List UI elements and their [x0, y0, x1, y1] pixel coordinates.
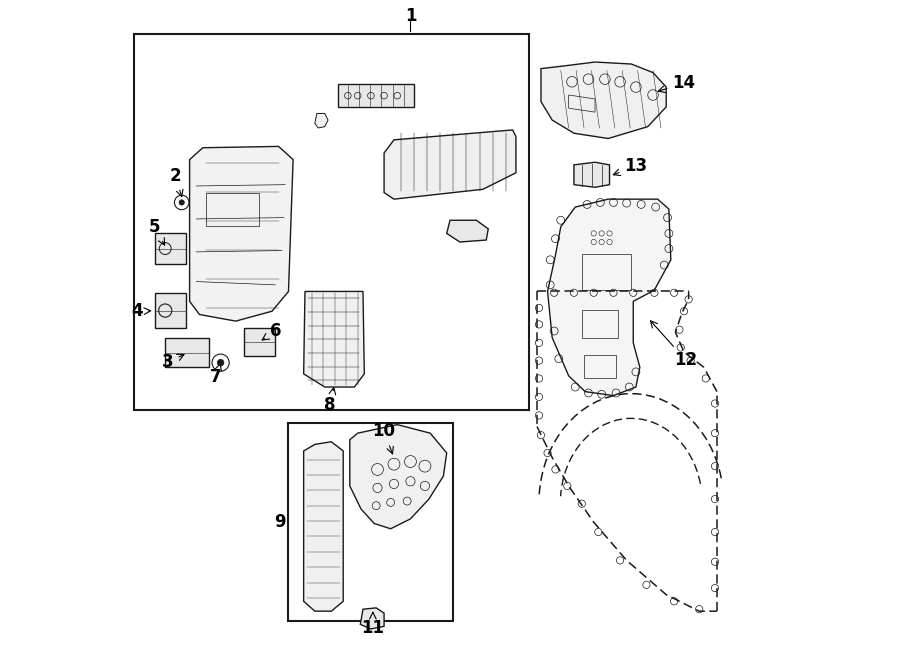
Polygon shape [166, 338, 210, 367]
Bar [133, 34, 529, 410]
Text: 7: 7 [211, 363, 221, 387]
Text: 2: 2 [169, 167, 183, 197]
Polygon shape [303, 442, 343, 611]
Text: 5: 5 [148, 218, 165, 245]
Circle shape [179, 200, 184, 205]
Polygon shape [574, 162, 609, 187]
Bar [584, 355, 616, 379]
Text: 3: 3 [162, 354, 184, 371]
Bar [289, 423, 454, 621]
Text: 1: 1 [405, 7, 416, 25]
Polygon shape [303, 291, 364, 387]
Bar [581, 310, 618, 338]
Polygon shape [350, 424, 446, 529]
Text: 9: 9 [274, 513, 285, 531]
Polygon shape [190, 146, 293, 321]
Text: 13: 13 [613, 158, 647, 175]
Polygon shape [547, 199, 670, 396]
Polygon shape [315, 113, 328, 128]
Polygon shape [384, 130, 516, 199]
Polygon shape [155, 234, 186, 263]
Polygon shape [155, 293, 186, 328]
Polygon shape [338, 84, 414, 107]
Polygon shape [446, 220, 488, 242]
Circle shape [217, 359, 224, 366]
Text: 10: 10 [373, 422, 396, 454]
Polygon shape [244, 328, 275, 356]
Text: 12: 12 [651, 321, 698, 369]
Text: 6: 6 [262, 322, 281, 340]
Bar [581, 254, 631, 290]
Polygon shape [541, 62, 666, 138]
Polygon shape [360, 608, 384, 629]
Text: 4: 4 [131, 303, 150, 320]
Text: 14: 14 [658, 74, 696, 93]
Text: 11: 11 [362, 612, 384, 637]
Text: 8: 8 [324, 388, 336, 414]
